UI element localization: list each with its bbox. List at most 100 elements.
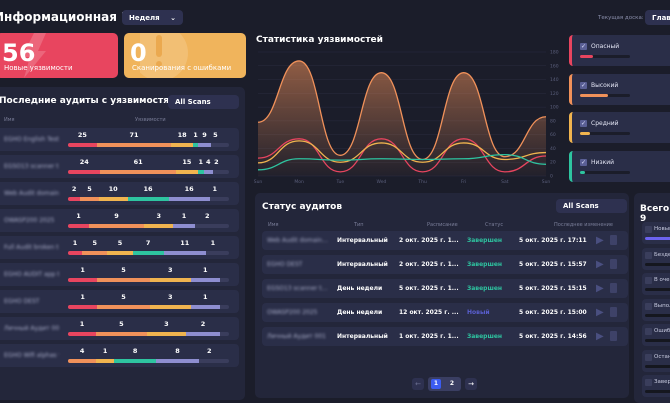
checkbox-icon[interactable] [645,353,652,361]
summary-progress [645,339,670,342]
summary-item[interactable]: Ошибка [642,324,670,346]
play-icon[interactable]: ▶ [596,307,604,318]
trash-icon[interactable] [610,235,617,245]
status-row[interactable]: EGSO13 scanner test День недели 5 окт. 2… [262,279,628,298]
audit-name: EGHO Wifi alphas test [4,352,59,359]
play-icon[interactable]: ▶ [596,259,604,270]
status-filter-select[interactable]: All Scans [556,199,627,213]
status-row[interactable]: Web Audit domain test Интервальный 2 окт… [262,231,628,250]
summary-item[interactable]: В очереди [642,273,670,295]
trash-icon[interactable] [610,283,617,293]
checkbox-icon[interactable] [645,251,652,259]
status-col-header: Расписание [427,222,458,228]
checkbox-icon[interactable] [645,277,652,284]
legend-item[interactable]: ✓ Высокий [569,73,670,105]
scan-modified: 5 окт. 2025 г. 15:15 [519,285,587,292]
vuln-bar-segment [68,143,97,147]
legend-item[interactable]: ✓ Опасный [569,35,670,66]
next-page-button[interactable]: → [465,378,477,390]
checkbox-icon[interactable] [645,226,652,233]
status-row[interactable]: Личный Аудит 001 Интервальный 1 окт. 202… [262,327,628,346]
board-value: Главная [652,13,670,22]
filter-value: All Scans [175,98,211,106]
period-select[interactable]: Неделя ⌄ [122,10,183,25]
audit-row[interactable]: EGHO Wifi alphas test 4 1 8 8 2 [0,344,239,367]
errors-card[interactable]: 0 Сканирования с ошибками [124,33,246,78]
vuln-count: 5 [92,239,97,247]
vuln-counts: 4 1 8 8 2 [68,347,229,356]
audit-row[interactable]: OWASP200 2025 1 9 3 1 2 [0,209,239,232]
checkbox-checked-icon[interactable]: ✓ [580,120,587,127]
stats-title: Статистика уязвимостей [256,35,383,45]
status-col-header: Статус [485,222,504,228]
vuln-count: 5 [119,320,124,328]
audit-name: Личный Аудит 001 [4,325,59,332]
play-icon[interactable]: ▶ [596,331,604,342]
summary-item[interactable]: Бездействует [642,247,670,270]
audit-row[interactable]: Web Audit domain test 2 5 10 16 16 1 [0,182,239,205]
legend-item[interactable]: ✓ Низкий [569,150,670,182]
vuln-count: 71 [129,131,139,139]
x-tick-label: Mon [294,179,304,185]
checkbox-checked-icon[interactable]: ✓ [580,158,587,166]
vuln-bar-segment [68,251,83,255]
board-select[interactable]: Главная [645,10,670,25]
scan-schedule: 12 окт. 2025 г. ... [399,309,459,316]
vuln-count: 4 [79,347,85,355]
y-tick-label: 180 [550,50,559,56]
summary-item[interactable]: Остановлен [642,349,670,372]
vuln-count: 9 [202,131,207,139]
play-icon[interactable]: ▶ [596,283,604,294]
audit-row[interactable]: EGHO English Test 25 71 18 1 9 5 [0,128,239,151]
legend-progress [580,93,630,97]
lightning-icon [22,33,46,78]
vuln-bar [68,278,229,282]
vuln-count: 61 [133,158,143,166]
status-row[interactable]: OWASP200 2025 День недели 12 окт. 2025 г… [262,303,628,322]
vuln-bar-segment [194,224,220,228]
vuln-count: 5 [87,185,92,193]
legend-item[interactable]: ✓ Средний [569,112,670,143]
vuln-bar-segment [193,143,199,147]
vuln-bar-segment [168,197,210,201]
play-icon[interactable]: ▶ [596,235,604,246]
checkbox-checked-icon[interactable]: ✓ [580,43,587,50]
recent-filter-select[interactable]: All Scans [168,95,239,109]
x-tick-label: Tue [335,179,344,185]
vuln-bar-segment [82,251,108,255]
checkbox-icon[interactable] [645,302,652,310]
warning-icon [140,33,188,78]
page-1-button[interactable]: 1 [431,379,441,389]
vuln-counts: 25 71 18 1 9 5 [68,131,229,140]
summary-item[interactable]: Завершен [642,375,670,397]
page-2-button[interactable]: 2 [449,380,455,387]
checkbox-icon[interactable] [645,379,652,386]
checkbox-icon[interactable] [645,328,652,335]
vuln-bar-segment [68,170,101,174]
checkbox-checked-icon[interactable]: ✓ [580,81,587,89]
trash-icon[interactable] [610,259,617,269]
x-tick-label: Sun [542,179,551,185]
vuln-bar-segment [146,332,187,336]
trash-icon[interactable] [610,331,617,341]
y-tick-label: 120 [550,91,559,97]
summary-progress [645,237,670,240]
vuln-bar-segment [89,224,144,228]
legend-progress [580,55,630,58]
scan-status: Завершен [467,237,503,244]
new-vulns-card[interactable]: 56 Новые уязвимости [0,33,118,78]
trash-icon[interactable] [610,307,617,317]
audit-row[interactable]: EGSO13 scanner test 24 61 15 142 [0,155,239,178]
scan-name: EGHO DEST [267,261,303,268]
x-tick-label: Wed [377,179,387,185]
summary-item[interactable]: Выполняется [642,298,670,321]
status-row[interactable]: EGHO DEST Интервальный 2 окт. 2025 г. 1.… [262,255,628,274]
prev-page-button[interactable]: ← [412,378,424,390]
scan-schedule: 2 окт. 2025 г. 1... [399,237,459,244]
scan-modified: 5 окт. 2025 г. 15:57 [519,261,587,268]
summary-item[interactable]: Новый [642,222,670,244]
